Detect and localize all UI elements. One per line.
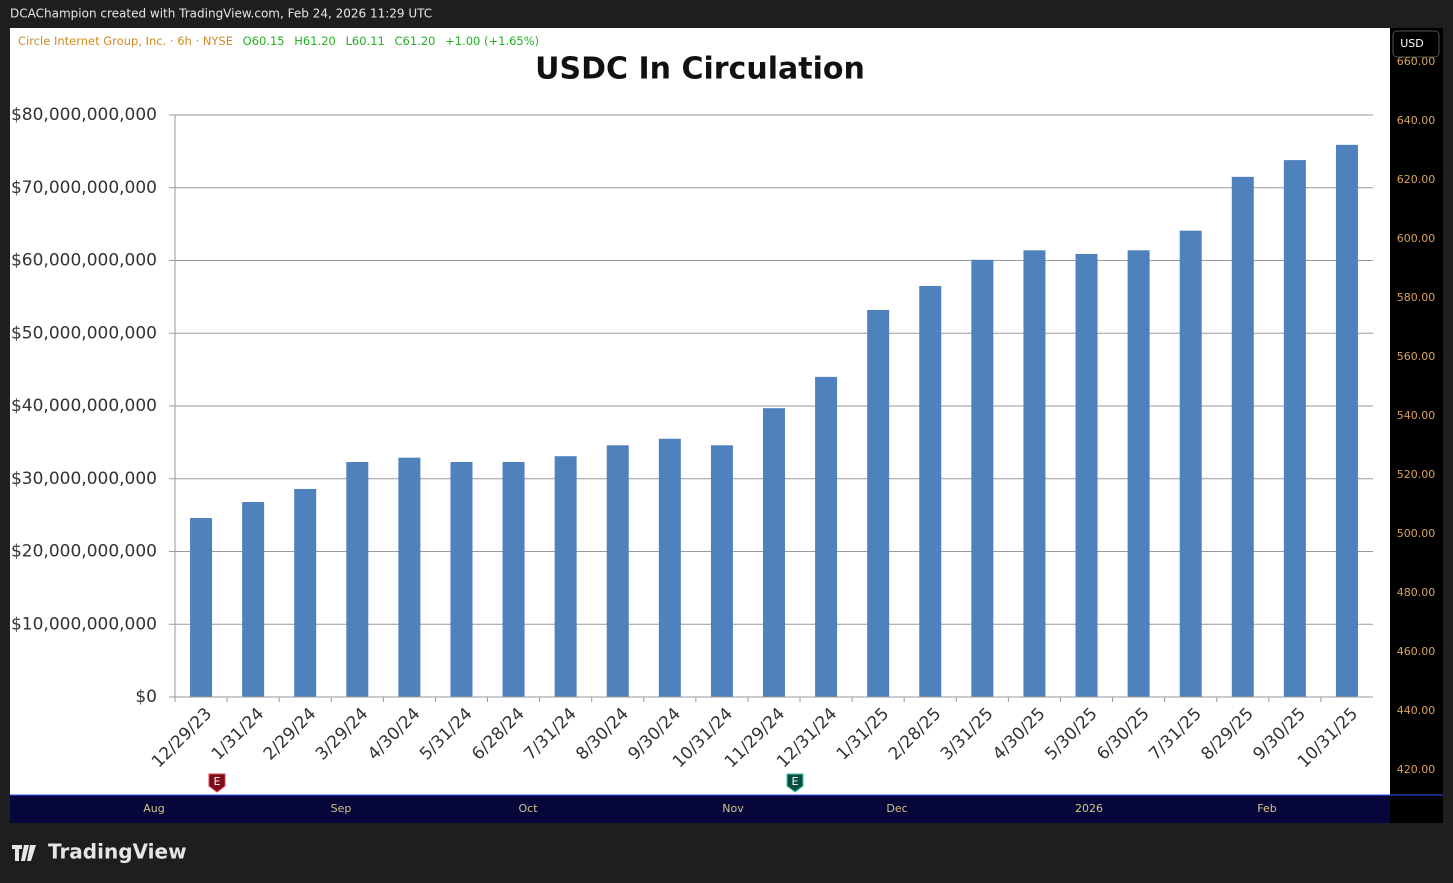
- price-tick-label: 500.00: [1397, 527, 1436, 540]
- bar: [658, 438, 681, 697]
- low: L60.11: [346, 34, 385, 48]
- bar: [763, 408, 785, 697]
- bar: [294, 488, 317, 697]
- price-tick-label: 520.00: [1397, 468, 1436, 481]
- bar: [1283, 160, 1306, 698]
- time-axis-panel: [10, 795, 1390, 823]
- bar: [554, 456, 577, 697]
- y-tick-label: $20,000,000,000: [11, 542, 157, 562]
- time-tick-label: Nov: [722, 802, 744, 815]
- symbol-name: Circle Internet Group, Inc. · 6h · NYSE: [18, 34, 233, 48]
- price-tick-label: 640.00: [1397, 114, 1436, 127]
- change: +1.00 (+1.65%): [445, 34, 539, 48]
- price-tick-label: 620.00: [1397, 173, 1436, 186]
- y-tick-label: $30,000,000,000: [11, 469, 157, 489]
- y-tick-label: $50,000,000,000: [11, 323, 157, 343]
- price-tick-label: 420.00: [1397, 763, 1436, 776]
- y-tick-label: $40,000,000,000: [11, 396, 157, 416]
- time-tick-label: Aug: [143, 802, 164, 815]
- earnings-marker[interactable]: E: [208, 773, 226, 793]
- price-tick-label: 440.00: [1397, 704, 1436, 717]
- bar: [1335, 144, 1358, 697]
- bar: [346, 462, 369, 697]
- price-tick-label: 480.00: [1397, 586, 1436, 599]
- bar: [867, 309, 890, 697]
- y-tick-label: $60,000,000,000: [11, 251, 157, 271]
- price-tick-label: 560.00: [1397, 350, 1436, 363]
- caption: DCAChampion created with TradingView.com…: [10, 7, 432, 21]
- y-tick-label: $0: [135, 687, 157, 707]
- bar: [1127, 250, 1150, 697]
- price-tick-label: 540.00: [1397, 409, 1436, 422]
- bar: [971, 259, 994, 697]
- bar: [1075, 253, 1098, 697]
- y-tick-label: $10,000,000,000: [11, 614, 157, 634]
- price-tick-label: 580.00: [1397, 291, 1436, 304]
- symbol-legend: Circle Internet Group, Inc. · 6h · NYSE …: [18, 34, 539, 48]
- earnings-label[interactable]: E: [792, 775, 799, 788]
- chart-pane: [10, 28, 1390, 795]
- price-axis-panel: [1390, 28, 1443, 823]
- open: O60.15: [243, 34, 285, 48]
- bar: [606, 445, 629, 697]
- time-tick-label: Sep: [331, 802, 352, 815]
- earnings-marker[interactable]: E: [786, 773, 804, 793]
- y-tick-label: $70,000,000,000: [11, 178, 157, 198]
- bar: [1023, 250, 1046, 697]
- earnings-label[interactable]: E: [214, 775, 221, 788]
- bar: [919, 285, 942, 697]
- time-tick-label: Feb: [1257, 802, 1276, 815]
- price-tick-label: 660.00: [1397, 55, 1436, 68]
- chart-title: USDC In Circulation: [535, 52, 865, 87]
- currency-button[interactable]: [1392, 30, 1440, 58]
- bar: [815, 376, 838, 697]
- bar: [502, 462, 525, 697]
- close: C61.20: [395, 34, 436, 48]
- y-tick-label: $80,000,000,000: [11, 105, 157, 125]
- bar: [450, 462, 473, 697]
- bar: [190, 518, 213, 697]
- bar: [1179, 230, 1202, 698]
- bar: [710, 445, 733, 697]
- price-tick-label: 600.00: [1397, 232, 1436, 245]
- bar: [1231, 176, 1254, 697]
- time-tick-label: 2026: [1075, 802, 1103, 815]
- time-tick-label: Oct: [518, 802, 538, 815]
- price-tick-label: 460.00: [1397, 645, 1436, 658]
- logo: TradingView: [12, 840, 187, 864]
- high: H61.20: [294, 34, 336, 48]
- bar: [398, 457, 421, 697]
- bar: [242, 502, 265, 697]
- currency-label[interactable]: USD: [1400, 37, 1424, 50]
- time-tick-label: Dec: [886, 802, 907, 815]
- logo-text: TradingView: [48, 840, 187, 864]
